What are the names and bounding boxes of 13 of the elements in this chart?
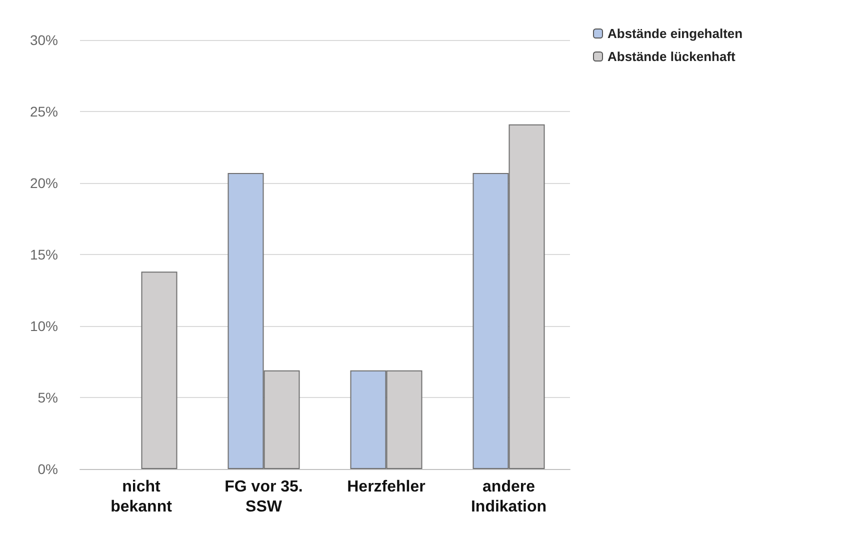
legend-label: Abstände eingehalten [608,26,743,41]
legend-label: Abstände lückenhaft [608,49,736,64]
x-tick-label: andere Indikation [470,478,547,516]
y-tick-label: 15% [30,246,58,262]
y-tick-label: 5% [38,390,58,406]
y-tick-label: 25% [30,104,58,120]
x-tick-label: nicht bekannt [110,478,173,516]
x-tick-label: FG vor 35. SSW [224,478,303,516]
y-tick-label: 20% [30,175,58,191]
y-tick-label: 0% [38,461,58,477]
y-tick-label: 30% [30,32,58,48]
y-tick-label: 10% [30,318,58,334]
x-tick-label: Herzfehler [347,478,426,496]
